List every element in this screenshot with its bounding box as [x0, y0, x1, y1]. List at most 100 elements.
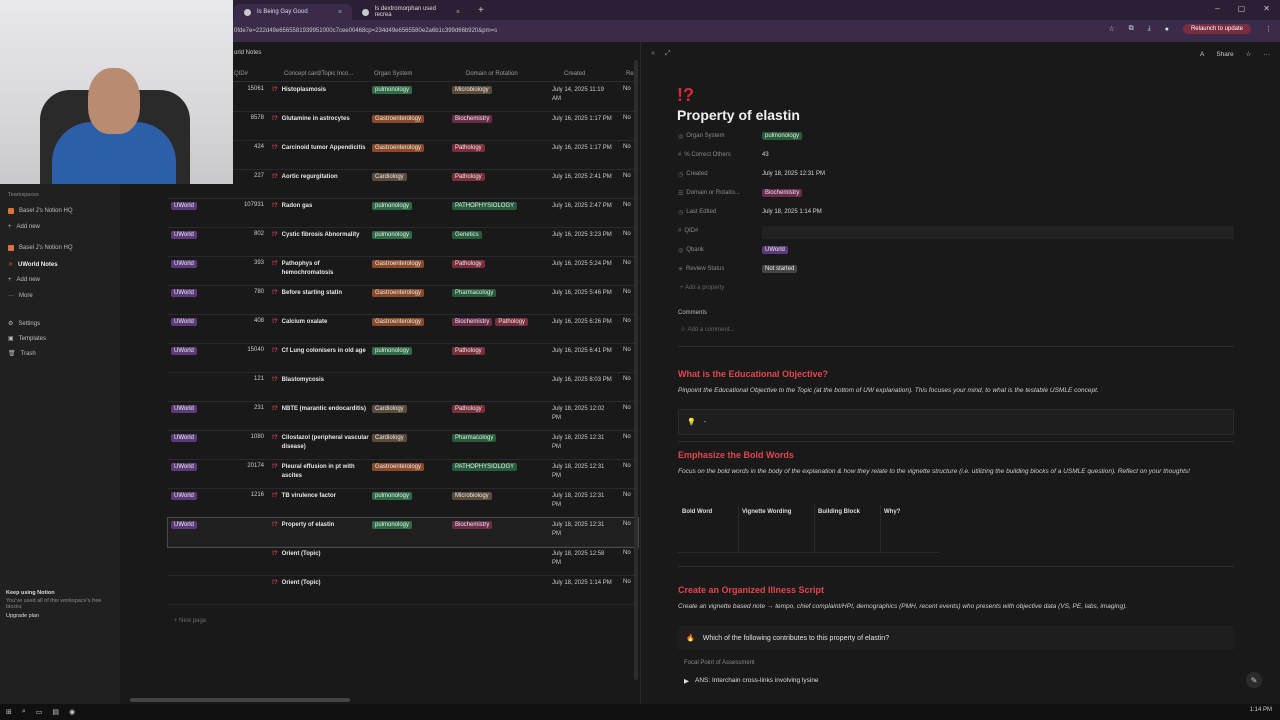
title-cell[interactable]: Pleural effusion in pt with ascites — [281, 464, 355, 479]
avatar[interactable]: A — [1199, 50, 1205, 58]
share-button[interactable]: Share — [1216, 50, 1234, 58]
col-why[interactable]: Why? — [884, 509, 901, 515]
breadcrumb[interactable]: orld Notes — [234, 50, 262, 56]
extension-icon[interactable]: ⧉ — [1128, 25, 1134, 32]
title-cell[interactable]: Before starting statin — [281, 290, 343, 296]
menu-kebab-icon[interactable]: ⋮ — [1265, 26, 1272, 33]
table-row[interactable]: UWorld 107931!? Radon gas pulmonology PATHOP… — [168, 199, 638, 228]
search-icon[interactable]: ⌕ — [21, 708, 26, 715]
table-row[interactable]: UWorld 393!? Pathophys of hemochromatosis G… — [168, 257, 638, 286]
col-created[interactable]: Created — [564, 70, 586, 77]
col-domain[interactable]: Domain or Rotation — [466, 70, 518, 77]
property-row[interactable]: ◎ Organ System pulmonology — [678, 130, 803, 142]
sidebar-item-templates[interactable]: ▣ Templates — [8, 335, 47, 343]
table-row[interactable]: !? Orient (Topic) July 18, 2025 12:58 PM No — [168, 547, 638, 576]
horizontal-scrollbar[interactable] — [130, 698, 350, 702]
profile-avatar-icon[interactable]: ● — [1164, 25, 1169, 33]
table-row[interactable]: UWorld 780!? Before starting statin Gastroe… — [168, 286, 638, 315]
browser-tab[interactable]: Is dextromorphan used recrea × — [352, 4, 470, 20]
title-cell[interactable]: Aortic regurgitation — [281, 174, 338, 180]
table-row[interactable]: 424!? Carcinoid tumor Appendicitis Gastroe… — [168, 141, 638, 170]
title-cell[interactable]: Orient (Topic) — [281, 551, 321, 557]
property-row[interactable]: ◷ Created July 18, 2025 12:31 PM — [678, 168, 825, 180]
question-callout[interactable]: 🔥 Which of the following contributes to … — [678, 626, 1234, 650]
taskview-icon[interactable]: ▭ — [35, 709, 43, 716]
sidebar-item-more[interactable]: ··· More — [8, 293, 33, 299]
add-comment-input[interactable]: ☺ Add a comment... — [680, 327, 735, 333]
start-icon[interactable]: ⊞ — [6, 709, 12, 716]
property-row[interactable]: ✳ Review Status Not started — [678, 263, 798, 275]
property-row[interactable]: ◎ Qbank UWorld — [678, 244, 788, 256]
col-bold-word[interactable]: Bold Word — [682, 509, 713, 515]
title-cell[interactable]: TB virulence factor — [281, 493, 337, 499]
property-row[interactable]: ◷ Last Edited July 18, 2025 1:14 PM — [678, 206, 822, 218]
sidebar-item-trash[interactable]: 🗑 Trash — [8, 350, 36, 358]
table-row[interactable]: 121!? Blastomycosis July 16, 2025 8:03 PM N… — [168, 373, 638, 402]
downloads-icon[interactable]: ⤓ — [1147, 25, 1151, 32]
maximize-icon[interactable]: ▢ — [1237, 4, 1246, 13]
table-row[interactable]: UWorld227!?Aortic regurgitationCardiolog… — [168, 170, 638, 199]
relaunch-button[interactable]: Relaunch to update — [1182, 24, 1251, 34]
title-cell[interactable]: Histoplasmosis — [281, 87, 327, 93]
col-qid[interactable]: QID# — [234, 70, 249, 77]
col-re[interactable]: Re — [626, 70, 634, 77]
page-title[interactable]: Property of elastin — [677, 107, 800, 123]
table-row[interactable]: !? Orient (Topic) July 18, 2025 1:14 PM No — [168, 576, 638, 605]
title-cell[interactable]: Calcium oxalate — [281, 319, 328, 325]
title-cell[interactable]: Blastomycosis — [281, 377, 325, 383]
page-icon[interactable]: !? — [677, 85, 694, 105]
more-options-icon[interactable]: ··· — [1263, 50, 1271, 58]
browser-tab[interactable]: Is Being Gay Good × — [234, 4, 352, 20]
sidebar-item-add-new[interactable]: + Add new — [8, 277, 40, 283]
property-row[interactable]: ☰ Domain or Rotatio... Biochemistry — [678, 187, 803, 199]
close-peek-icon[interactable]: » — [651, 50, 655, 57]
title-cell[interactable]: Cilostazol (peripheral vascular disease) — [281, 435, 369, 450]
table-row[interactable]: UWorld 231!? NBTE (marantic endocarditis) C… — [168, 402, 638, 431]
answer-toggle[interactable]: ▶ ANS: Interchain cross-links involving … — [684, 677, 819, 685]
url-input[interactable]: 0fde7e=222d49e6565581939951000c7cee00468… — [234, 28, 498, 34]
sidebar-item-workspace[interactable]: Basel J's Notion HQ — [8, 208, 73, 214]
table-row[interactable]: UWorld 1216!? TB virulence factor pulmonolo… — [168, 489, 638, 518]
objective-callout[interactable]: 💡 - — [678, 409, 1234, 435]
col-building-block[interactable]: Building Block — [818, 509, 860, 515]
vertical-scrollbar[interactable] — [634, 60, 638, 680]
property-row[interactable]: #% Correct Others 43 — [678, 149, 769, 161]
property-row[interactable]: # QID# — [678, 225, 762, 237]
close-tab-icon[interactable]: × — [337, 8, 342, 16]
expand-icon[interactable]: ⤢ — [664, 50, 671, 57]
close-tab-icon[interactable]: × — [455, 8, 460, 16]
explorer-icon[interactable]: ▤ — [52, 709, 60, 716]
title-cell[interactable]: Radon gas — [281, 203, 313, 209]
title-cell[interactable]: Cystic fibrosis Abnormality — [281, 232, 360, 238]
new-page-button[interactable]: + New page — [174, 618, 207, 624]
table-row[interactable]: UWorld!? Property of elastin pulmonology Bi… — [167, 517, 639, 548]
table-row[interactable]: UWorld 1080!? Cilostazol (peripheral vascu… — [168, 431, 638, 460]
favorite-star-icon[interactable]: ☆ — [1245, 51, 1252, 58]
sidebar-item-settings[interactable]: ⚙ Settings — [8, 320, 41, 328]
col-title[interactable]: Concept card/Topic Inco... — [284, 70, 354, 77]
title-cell[interactable]: Carcinoid tumor Appendicitis — [281, 145, 366, 151]
add-property-button[interactable]: + Add a property — [680, 285, 725, 291]
upgrade-plan-link[interactable]: Upgrade plan — [6, 613, 40, 619]
title-cell[interactable]: Property of elastin — [281, 522, 335, 528]
table-row[interactable]: UWorld 408!? Calcium oxalate Gastroenterolo… — [168, 315, 638, 344]
title-cell[interactable]: Pathophys of hemochromatosis — [281, 261, 334, 276]
title-cell[interactable]: NBTE (marantic endocarditis) — [281, 406, 367, 412]
sidebar-item-add-new[interactable]: + Add new — [8, 224, 40, 230]
table-row[interactable]: 15061!? Histoplasmosis pulmonology Microbio… — [168, 83, 638, 112]
title-cell[interactable]: Glutamine in astrocytes — [281, 116, 350, 122]
toggle-triangle-icon[interactable]: ▶ — [684, 678, 689, 685]
sidebar-item-uworld-notes[interactable]: ✕ UWorld Notes — [8, 261, 58, 269]
table-row[interactable]: UWorld 20174!? Pleural effusion in pt with… — [168, 460, 638, 489]
col-vignette-wording[interactable]: Vignette Wording — [742, 509, 792, 515]
help-icon[interactable]: ✎ — [1246, 672, 1262, 688]
bookmark-star-icon[interactable]: ☆ — [1108, 26, 1115, 33]
col-organ[interactable]: Organ System — [374, 70, 413, 77]
title-cell[interactable]: Orient (Topic) — [281, 580, 321, 586]
sidebar-item-workspace[interactable]: Basel J's Notion HQ — [8, 245, 73, 251]
new-tab-icon[interactable]: + — [478, 4, 484, 16]
minimize-icon[interactable]: – — [1215, 4, 1220, 13]
table-row[interactable]: 8578!? Glutamine in astrocytes Gastroenter… — [168, 112, 638, 141]
title-cell[interactable]: Cf Lung colonisers in old age — [281, 348, 366, 354]
table-row[interactable]: UWorld 15040!? Cf Lung colonisers in old a… — [168, 344, 638, 373]
